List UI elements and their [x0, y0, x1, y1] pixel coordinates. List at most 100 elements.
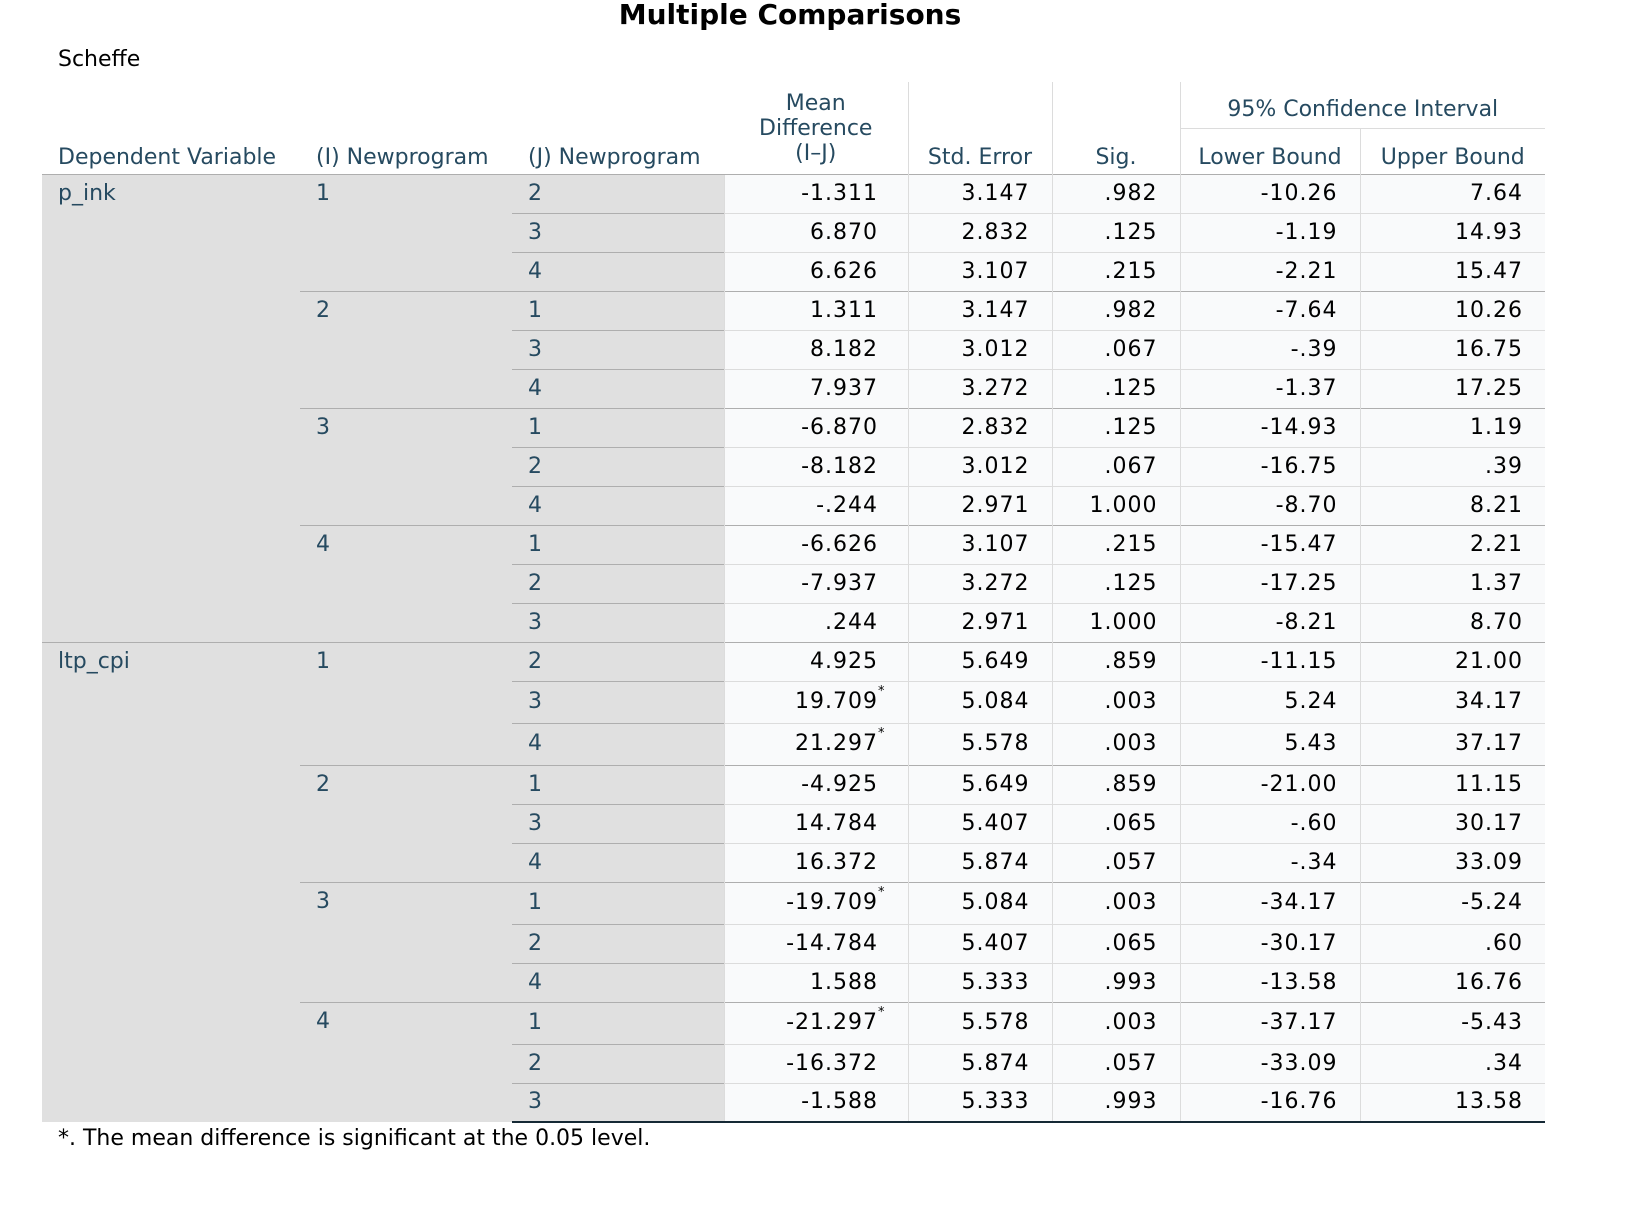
j-group-cell: 3 — [512, 1082, 724, 1123]
mean-difference-cell: 19.709* — [723, 680, 908, 723]
table-row: 4 1 -21.297* 5.578.003 -37.17 -5.43 — [42, 1001, 1545, 1122]
lower-bound-cell: -37.17 — [1179, 1001, 1360, 1044]
lower-bound-cell: -.60 — [1179, 803, 1360, 843]
significance-marker: * — [878, 684, 886, 699]
sig-cell: .065 — [1051, 923, 1180, 963]
mean-difference-cell: -8.182* — [723, 446, 908, 486]
sig-cell: .982 — [1051, 290, 1180, 330]
lower-bound-cell: -33.09 — [1179, 1043, 1360, 1083]
j-group-cell: 4 — [512, 842, 724, 882]
lower-bound-cell: -17.25 — [1179, 563, 1360, 603]
mean-difference-cell: .244* — [723, 602, 908, 642]
i-group-cell: 4 — [300, 1001, 512, 1122]
sig-cell: .859 — [1051, 764, 1180, 804]
mean-difference-value: 21.297 — [795, 731, 878, 756]
std-error-cell: 3.012 — [907, 446, 1052, 486]
upper-bound-cell: -5.24 — [1359, 881, 1545, 924]
std-error-cell: 5.333 — [907, 1082, 1052, 1123]
j-group-cell: 4 — [512, 251, 724, 291]
sig-cell: .859 — [1051, 641, 1180, 681]
table-row: 41-6.626*3.107.215-15.472.21 — [42, 524, 1545, 642]
mean-difference-cell: 14.784* — [723, 803, 908, 843]
lower-bound-cell: -8.70 — [1179, 485, 1360, 525]
j-group-cell: 3 — [512, 680, 724, 723]
lower-bound-cell: -1.37 — [1179, 368, 1360, 408]
upper-bound-cell: 7.64 — [1359, 173, 1545, 213]
mean-difference-value: .244 — [825, 609, 878, 635]
i-group-cell: 1 — [300, 173, 512, 291]
std-error-cell: 5.407 — [907, 803, 1052, 843]
lower-bound-cell: 5.43 — [1179, 722, 1360, 765]
mean-difference-cell: 16.372* — [723, 842, 908, 882]
mean-difference-cell: -1.588* — [723, 1082, 908, 1123]
header-sig: Sig. — [1051, 82, 1180, 174]
upper-bound-cell: 10.26 — [1359, 290, 1545, 330]
mean-difference-cell: -6.626* — [723, 524, 908, 564]
table-row: 31-6.870*2.832.125-14.931.19 — [42, 407, 1545, 525]
header-mean-difference: Mean Difference (I–J) — [759, 90, 873, 166]
lower-bound-cell: -.39 — [1179, 329, 1360, 369]
mean-difference-cell: -4.925* — [723, 764, 908, 804]
j-group-cell: 2 — [512, 563, 724, 603]
sig-cell: .065 — [1051, 803, 1180, 843]
table-row: 3 19.709* 5.084.003 5.24 34.17 — [42, 680, 1545, 723]
mean-difference-value: 1.311 — [810, 297, 878, 323]
j-group-cell: 3 — [512, 329, 724, 369]
j-group-cell: 1 — [512, 407, 724, 447]
j-group-cell: 4 — [512, 722, 724, 765]
mean-difference-cell: -1.311* — [723, 173, 908, 213]
table-row: 3 1 -19.709* 5.084.003 -34.17 -5.24 — [42, 881, 1545, 1002]
significance-marker: * — [878, 1005, 886, 1020]
table-row: 4 21.297* 5.578.003 5.43 37.17 — [42, 722, 1545, 765]
std-error-cell: 5.407 — [907, 923, 1052, 963]
lower-bound-cell: -21.00 — [1179, 764, 1360, 804]
mean-difference-value: 8.182 — [810, 336, 878, 362]
std-error-cell: 3.147 — [907, 173, 1052, 213]
lower-bound-cell: -2.21 — [1179, 251, 1360, 291]
mean-difference-value: 4.925 — [810, 648, 878, 674]
i-group-cell: 4 — [300, 524, 512, 642]
sig-cell: .125 — [1051, 563, 1180, 603]
header-j-newprogram: (J) Newprogram — [528, 144, 701, 170]
lower-bound-cell: -10.26 — [1179, 173, 1360, 213]
upper-bound-cell: 11.15 — [1359, 764, 1545, 804]
header-upper-bound: Upper Bound — [1359, 128, 1545, 174]
sig-cell: .057 — [1051, 1043, 1180, 1083]
j-group-cell: 2 — [512, 1043, 724, 1083]
lower-bound-cell: -16.76 — [1179, 1082, 1360, 1123]
upper-bound-cell: 30.17 — [1359, 803, 1545, 843]
upper-bound-cell: 37.17 — [1359, 722, 1545, 765]
j-group-cell: 1 — [512, 881, 724, 924]
std-error-cell: 5.649 — [907, 764, 1052, 804]
mean-difference-cell: 8.182* — [723, 329, 908, 369]
table-title: Multiple Comparisons — [618, 0, 962, 31]
sig-cell: .215 — [1051, 524, 1180, 564]
j-group-cell: 3 — [512, 212, 724, 252]
i-group-cell: 2 — [300, 290, 512, 408]
upper-bound-cell: 1.19 — [1359, 407, 1545, 447]
std-error-cell: 5.578 — [907, 1001, 1052, 1044]
mean-difference-value: 6.870 — [810, 219, 878, 245]
upper-bound-cell: 15.47 — [1359, 251, 1545, 291]
header-lower-bound: Lower Bound — [1179, 128, 1360, 174]
std-error-cell: 5.084 — [907, 680, 1052, 723]
mean-difference-value: 14.784 — [795, 810, 878, 836]
lower-bound-cell: -1.19 — [1179, 212, 1360, 252]
j-group-cell: 4 — [512, 485, 724, 525]
dependent-variable-cell: ltp_cpi — [42, 641, 300, 1122]
mean-difference-cell: -6.870* — [723, 407, 908, 447]
mean-difference-value: -6.626 — [801, 531, 878, 557]
mean-difference-cell: -16.372* — [723, 1043, 908, 1083]
mean-difference-value: -1.311 — [801, 180, 878, 206]
std-error-cell: 3.107 — [907, 524, 1052, 564]
i-group-cell: 1 — [300, 641, 512, 765]
j-group-cell: 4 — [512, 962, 724, 1002]
sig-cell: .982 — [1051, 173, 1180, 213]
upper-bound-cell: .60 — [1359, 923, 1545, 963]
upper-bound-cell: 21.00 — [1359, 641, 1545, 681]
